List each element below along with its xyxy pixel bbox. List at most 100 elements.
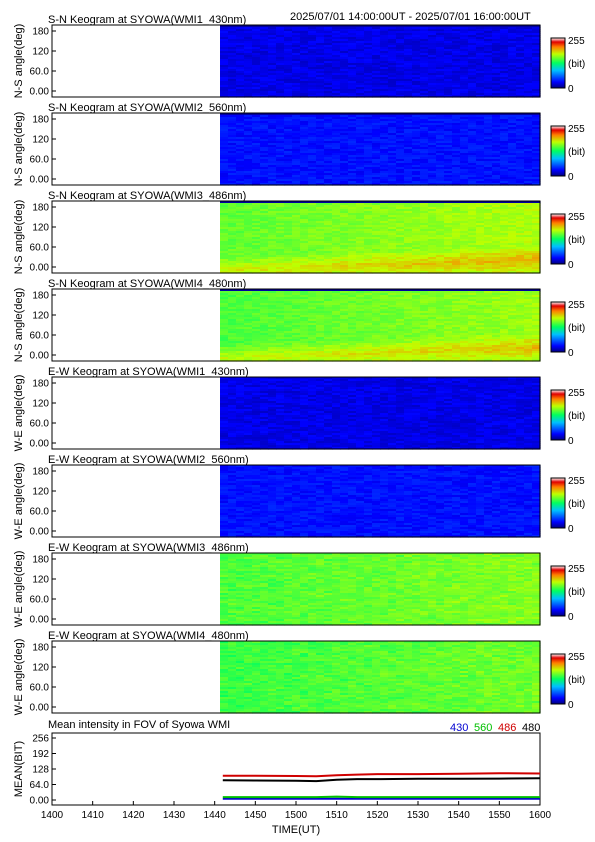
heatmap-cell [412, 47, 421, 50]
heatmap-cell [300, 221, 309, 224]
heatmap-cell [268, 259, 277, 262]
heatmap-cell [300, 85, 309, 88]
heatmap-cell [276, 249, 285, 252]
heatmap-cell [300, 159, 309, 162]
heatmap-cell [260, 325, 269, 328]
heatmap-cell [340, 93, 349, 96]
heatmap-cell [348, 81, 357, 84]
heatmap-cell [380, 121, 389, 124]
heatmap-cell [364, 177, 373, 180]
heatmap-cell [268, 31, 277, 34]
heatmap-cell [508, 85, 517, 88]
heatmap-cell [220, 325, 229, 328]
heatmap-cell [276, 143, 285, 146]
heatmap-cell [452, 265, 461, 268]
heatmap-cell [308, 151, 317, 154]
heatmap-cell [252, 181, 261, 184]
heatmap-cell [364, 163, 373, 166]
heatmap-cell [404, 67, 413, 70]
heatmap-cell [420, 113, 429, 116]
heatmap-cell [260, 123, 269, 126]
heatmap-cell [492, 115, 501, 118]
heatmap-cell [316, 209, 325, 212]
heatmap-cell [516, 169, 525, 172]
heatmap-cell [228, 265, 237, 268]
heatmap-cell [236, 143, 245, 146]
heatmap-cell [260, 173, 269, 176]
heatmap-cell [276, 77, 285, 80]
heatmap-cell [460, 135, 469, 138]
heatmap-cell [276, 25, 285, 28]
heatmap-cell [300, 91, 309, 94]
heatmap-cell [484, 181, 493, 184]
heatmap-cell [484, 43, 493, 46]
heatmap-cell [284, 323, 293, 326]
heatmap-cell [356, 241, 365, 244]
heatmap-cell [252, 121, 261, 124]
heatmap-cell [428, 93, 437, 96]
heatmap-cell [372, 35, 381, 38]
heatmap-cell [340, 63, 349, 66]
heatmap-cell [340, 33, 349, 36]
heatmap-cell [300, 139, 309, 142]
heatmap-cell [420, 253, 429, 256]
heatmap-cell [364, 265, 373, 268]
heatmap-cell [260, 219, 269, 222]
heatmap-cell [324, 313, 333, 316]
heatmap-cell [244, 329, 253, 332]
heatmap-cell [324, 299, 333, 302]
heatmap-cell [316, 57, 325, 60]
heatmap-cell [420, 183, 429, 186]
heatmap-cell [268, 249, 277, 252]
heatmap-cell [516, 135, 525, 138]
heatmap-cell [372, 39, 381, 42]
heatmap-cell [340, 257, 349, 260]
heatmap-cell [276, 131, 285, 134]
heatmap-cell [524, 45, 533, 48]
heatmap-cell [316, 315, 325, 318]
heatmap-cell [356, 27, 365, 30]
heatmap-cell [532, 131, 541, 134]
heatmap-cell [308, 85, 317, 88]
heatmap-cell [244, 129, 253, 132]
heatmap-cell [276, 125, 285, 128]
heatmap-cell [292, 159, 301, 162]
heatmap-cell [292, 205, 301, 208]
heatmap-cell [300, 183, 309, 186]
heatmap-cell [332, 25, 341, 28]
heatmap-cell [452, 173, 461, 176]
heatmap-cell [524, 145, 533, 148]
heatmap-cell [300, 77, 309, 80]
heatmap-cell [348, 131, 357, 134]
heatmap-cell [300, 237, 309, 240]
heatmap-cell [468, 33, 477, 36]
heatmap-cell [532, 263, 541, 266]
heatmap-cell [420, 119, 429, 122]
heatmap-cell [324, 115, 333, 118]
heatmap-cell [524, 247, 533, 250]
heatmap-cell [516, 115, 525, 118]
heatmap-cell [220, 249, 229, 252]
heatmap-cell [484, 201, 493, 204]
heatmap-cell [452, 117, 461, 120]
heatmap-cell [220, 125, 229, 128]
heatmap-cell [380, 181, 389, 184]
heatmap-cell [292, 231, 301, 234]
heatmap-cell [348, 93, 357, 96]
heatmap-cell [324, 121, 333, 124]
heatmap-cell [444, 53, 453, 56]
heatmap-cell [428, 35, 437, 38]
heatmap-cell [284, 69, 293, 72]
heatmap-cell [516, 205, 525, 208]
heatmap-cell [524, 245, 533, 248]
heatmap-cell [412, 137, 421, 140]
heatmap-cell [420, 131, 429, 134]
heatmap-cell [436, 223, 445, 226]
heatmap-cell [436, 149, 445, 152]
heatmap-cell [228, 337, 237, 340]
heatmap-cell [372, 69, 381, 72]
heatmap-cell [420, 231, 429, 234]
heatmap-cell [260, 61, 269, 64]
heatmap-cell [340, 151, 349, 154]
y-tick-label: 0.00 [30, 263, 50, 274]
